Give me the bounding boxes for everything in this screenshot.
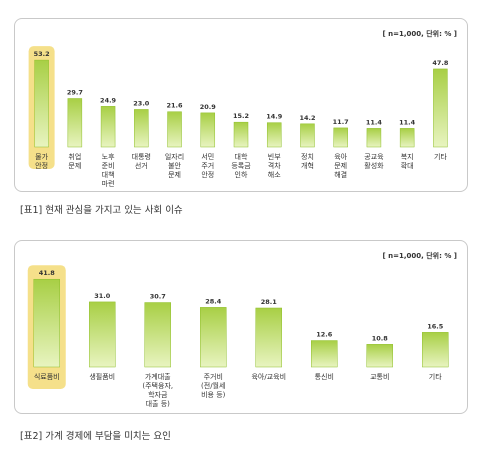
value-label: 29.7 (67, 88, 83, 96)
value-label: 28.4 (205, 297, 222, 305)
value-label: 53.2 (34, 50, 50, 58)
category-label: 주거비 (전/월세 비용 등) (201, 372, 226, 399)
bar (134, 109, 149, 148)
category-label: 일자리 불안 문제 (165, 152, 184, 179)
bar (200, 307, 227, 368)
value-label: 11.4 (366, 118, 383, 126)
value-label: 11.4 (399, 118, 416, 126)
bar (200, 112, 216, 148)
value-label: 20.9 (200, 103, 217, 111)
value-label: 21.6 (167, 102, 184, 110)
bar (433, 68, 448, 148)
category-label: 교통비 (370, 372, 389, 381)
category-label: 대통령 선거 (132, 153, 151, 170)
bar (300, 123, 315, 148)
bar (89, 301, 116, 368)
bar (366, 344, 393, 368)
value-label: 41.8 (39, 269, 56, 277)
value-label: 12.6 (316, 331, 333, 339)
category-label: 육아/교육비 (251, 372, 286, 381)
value-label: 23.0 (133, 99, 150, 107)
unit-label: [ n=1,000, 단위: % ] (382, 252, 458, 260)
bar (144, 302, 171, 368)
unit-label: [ n=1,000, 단위: % ] (382, 30, 458, 38)
bar (311, 340, 338, 368)
bar (34, 59, 49, 148)
value-label: 11.7 (333, 118, 349, 126)
bar (399, 128, 415, 148)
category-label: 기타 (429, 372, 442, 381)
bar (422, 332, 449, 368)
category-label: 취업 문제 (68, 153, 81, 170)
value-label: 16.5 (427, 322, 444, 330)
value-label: 15.2 (233, 112, 249, 120)
category-label: 빈부 격차 해소 (268, 152, 281, 179)
category-label: 식료품비 (34, 372, 60, 381)
category-label: 노후 준비 대책 마련 (102, 153, 115, 188)
category-label: 생필품비 (89, 372, 115, 381)
value-label: 30.7 (150, 293, 166, 301)
category-label: 가계대출 (주택융자, 학자금 대출 등) (142, 372, 173, 408)
bar (167, 111, 182, 148)
bar (233, 121, 249, 148)
value-label: 14.9 (266, 113, 283, 121)
value-label: 31.0 (94, 292, 111, 300)
bar (366, 128, 382, 148)
bar (333, 127, 348, 148)
bar (67, 98, 83, 148)
bar-chart-1: 53.2 물가 안정 29.7 취업 문제 24.9 노후 준비 대책 마련 23.0 대통령 선거 21.… (28, 46, 449, 188)
category-label: 공교육 활성화 (364, 153, 384, 170)
bar (33, 278, 60, 368)
category-label: 육아 문제 해결 (334, 152, 347, 179)
category-label: 대학 등록금 인하 (231, 152, 251, 179)
value-label: 10.8 (372, 334, 389, 342)
category-label: 복지 확대 (401, 152, 414, 170)
bar-chart-2: 41.8 식료품비 31.0 생필품비 30.7 가계대출 (주택융자, 학자금 대출 등) 28… (27, 265, 449, 408)
category-label: 서민 주거 안정 (201, 152, 214, 179)
bar (100, 106, 116, 148)
chart-caption-1: [표1] 현재 관심을 가지고 있는 사회 이슈 (20, 205, 183, 216)
value-label: 24.9 (100, 96, 117, 104)
category-label: 정치 개혁 (301, 152, 314, 170)
bar (266, 122, 282, 148)
category-label: 물가 안정 (35, 152, 48, 170)
bar (255, 307, 282, 368)
value-label: 28.1 (261, 298, 278, 306)
value-label: 14.2 (299, 114, 315, 122)
chart-panel-1: [ n=1,000, 단위: % ] 53.2 물가 안정 29.7 취업 문제 24.9 노… (14, 18, 468, 192)
chart-caption-2: [표2] 가계 경제에 부담을 미치는 요인 (20, 431, 171, 442)
category-label: 통신비 (315, 372, 334, 381)
chart-panel-2: [ n=1,000, 단위: % ] 41.8 식료품비 31.0 생필품비 30.7 가… (14, 240, 468, 414)
value-label: 47.8 (432, 59, 449, 67)
category-label: 기타 (434, 152, 447, 161)
